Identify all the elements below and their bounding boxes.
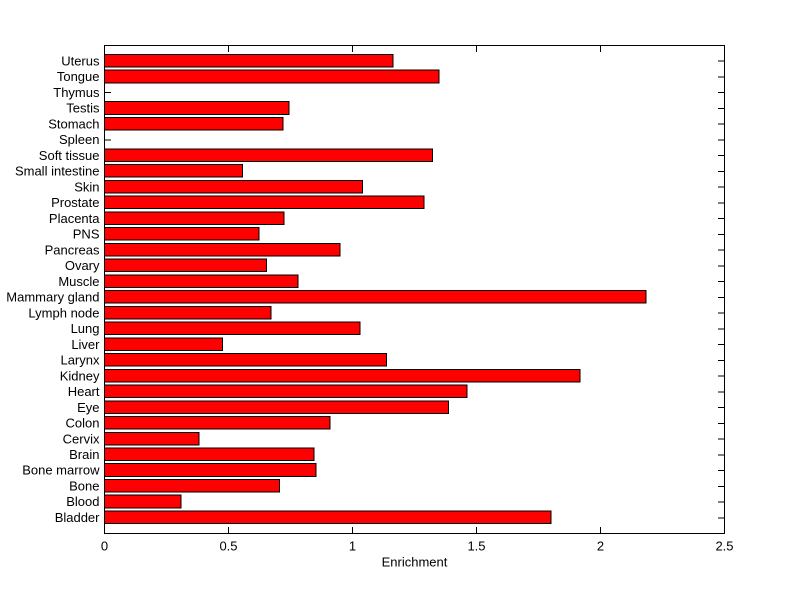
svg-text:Cervix: Cervix bbox=[63, 431, 100, 446]
svg-text:PNS: PNS bbox=[73, 227, 100, 242]
svg-text:Spleen: Spleen bbox=[59, 132, 99, 147]
svg-text:Liver: Liver bbox=[71, 337, 100, 352]
svg-text:Tongue: Tongue bbox=[57, 69, 100, 84]
svg-text:Mammary gland: Mammary gland bbox=[6, 290, 99, 305]
svg-text:2.5: 2.5 bbox=[715, 539, 733, 554]
svg-text:Larynx: Larynx bbox=[60, 353, 100, 368]
svg-text:Soft tissue: Soft tissue bbox=[39, 148, 100, 163]
svg-text:1: 1 bbox=[349, 539, 356, 554]
svg-text:Blood: Blood bbox=[66, 494, 99, 509]
svg-text:Lymph node: Lymph node bbox=[28, 305, 99, 320]
svg-text:Testis: Testis bbox=[66, 101, 100, 116]
svg-text:Muscle: Muscle bbox=[58, 274, 99, 289]
svg-text:Brain: Brain bbox=[69, 447, 99, 462]
svg-text:Skin: Skin bbox=[74, 179, 99, 194]
svg-text:Placenta: Placenta bbox=[49, 211, 100, 226]
svg-text:Bladder: Bladder bbox=[55, 510, 100, 525]
svg-text:Colon: Colon bbox=[66, 416, 100, 431]
svg-text:0: 0 bbox=[101, 539, 108, 554]
svg-text:Kidney: Kidney bbox=[60, 368, 100, 383]
svg-text:Heart: Heart bbox=[68, 384, 100, 399]
svg-text:Lung: Lung bbox=[71, 321, 100, 336]
svg-text:Thymus: Thymus bbox=[53, 85, 100, 100]
svg-text:Small intestine: Small intestine bbox=[15, 164, 100, 179]
svg-text:Prostate: Prostate bbox=[51, 195, 99, 210]
svg-text:2: 2 bbox=[597, 539, 604, 554]
svg-text:1.5: 1.5 bbox=[467, 539, 485, 554]
svg-text:Stomach: Stomach bbox=[48, 116, 99, 131]
svg-text:Pancreas: Pancreas bbox=[45, 242, 100, 257]
svg-text:Uterus: Uterus bbox=[61, 53, 100, 68]
svg-text:Bone: Bone bbox=[69, 478, 99, 493]
svg-text:Bone marrow: Bone marrow bbox=[22, 463, 100, 478]
svg-text:Enrichment: Enrichment bbox=[382, 555, 448, 570]
svg-text:Eye: Eye bbox=[77, 400, 99, 415]
svg-text:0.5: 0.5 bbox=[219, 539, 237, 554]
svg-text:Ovary: Ovary bbox=[65, 258, 100, 273]
